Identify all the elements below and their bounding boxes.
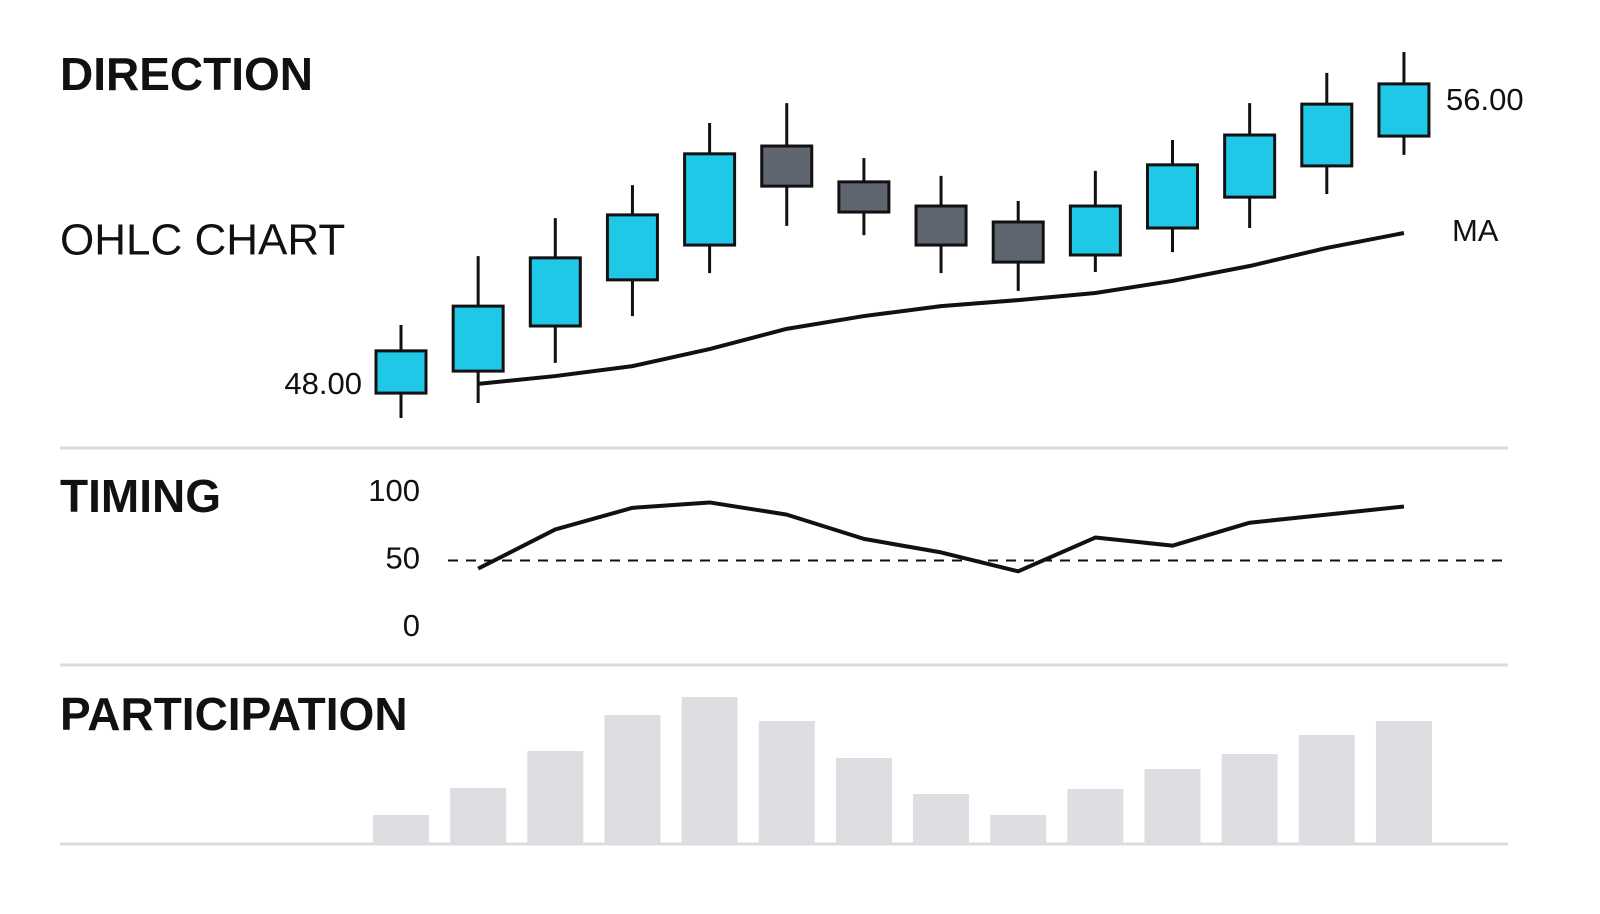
candle-body [1223,133,1277,199]
candle-body [991,220,1045,264]
candle-body [914,204,968,247]
price-label: 56.00 [1446,82,1524,117]
volume-bar [1144,769,1201,843]
candle-body [1146,163,1199,230]
volume-bar [604,715,661,843]
candle-body [1300,102,1354,168]
panel-title: PARTICIPATION [60,688,408,740]
volume-bar [1298,735,1355,843]
volume-bar [373,815,429,843]
candle-body [451,304,505,373]
volume-bar [1221,754,1278,843]
volume-bar [1375,721,1432,843]
volume-bar [835,758,892,843]
y-tick-label: 50 [386,541,420,576]
candle-body [760,144,814,188]
candle-body [837,180,891,214]
volume-bar [758,721,815,843]
price-label: 48.00 [284,366,362,401]
y-tick-label: 0 [403,608,420,643]
candle-body [1068,204,1122,257]
candle-body [1377,82,1431,138]
volume-bar [1067,789,1124,843]
series-label: MA [1452,213,1499,248]
panel-title: DIRECTION [60,48,313,100]
panel-title: TIMING [60,470,221,522]
moving-average [477,231,1405,386]
volume-bar [990,815,1047,843]
candle-body [528,256,582,328]
candle-body [605,213,659,282]
candle-body [374,349,428,395]
volume-bar [527,751,584,843]
volume-bar [450,788,507,843]
candle-body [683,152,737,247]
volume-bar [913,794,970,843]
panel-subtitle: OHLC CHART [60,216,345,265]
oscillator-line [477,500,1405,574]
volume-bar [681,697,738,843]
y-tick-label: 100 [368,473,420,508]
